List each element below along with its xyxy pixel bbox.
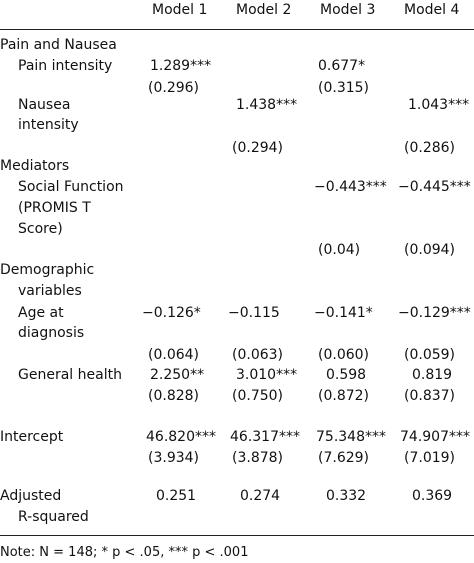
estimate: 74.907***	[400, 429, 470, 445]
standard-error: (0.828)	[148, 388, 200, 404]
column-header: Model 3	[320, 2, 376, 18]
standard-error: (0.315)	[318, 80, 370, 96]
standard-error: (3.934)	[148, 450, 200, 466]
estimate: 0.819	[412, 367, 453, 383]
row-label: Age at	[18, 305, 64, 321]
column-header: Model 1	[152, 2, 208, 18]
estimate: 1.438***	[236, 97, 298, 113]
estimate: 0.598	[326, 367, 367, 383]
column-header: Model 4	[404, 2, 460, 18]
estimate: −0.445***	[398, 179, 471, 195]
row-label: Intercept	[0, 429, 64, 445]
row-label: intensity	[18, 117, 79, 133]
row-label: General health	[18, 367, 122, 383]
standard-error: (0.060)	[318, 347, 370, 363]
estimate: 46.317***	[230, 429, 300, 445]
section-title: Pain and Nausea	[0, 37, 117, 53]
row-label: R-squared	[18, 509, 89, 525]
estimate: −0.115	[228, 305, 280, 321]
r-squared: 0.251	[156, 488, 197, 504]
standard-error: (7.019)	[404, 450, 456, 466]
standard-error: (0.294)	[232, 140, 284, 156]
table-note: Note: N = 148; * p < .05, *** p < .001	[0, 545, 249, 560]
r-squared: 0.332	[326, 488, 367, 504]
standard-error: (0.750)	[232, 388, 284, 404]
row-label: Adjusted	[0, 488, 62, 504]
standard-error: (7.629)	[318, 450, 370, 466]
standard-error: (0.094)	[404, 242, 456, 258]
r-squared: 0.369	[412, 488, 453, 504]
standard-error: (0.063)	[232, 347, 284, 363]
row-label: Nausea	[18, 97, 71, 113]
estimate: 2.250**	[150, 367, 205, 383]
standard-error: (0.04)	[318, 242, 361, 258]
standard-error: (0.296)	[148, 80, 200, 96]
row-label: (PROMIS T	[18, 200, 91, 216]
r-squared: 0.274	[240, 488, 281, 504]
section-title: variables	[18, 283, 82, 299]
estimate: 0.677*	[318, 58, 366, 74]
estimate: 75.348***	[316, 429, 386, 445]
bottom-rule	[0, 535, 474, 536]
standard-error: (3.878)	[232, 450, 284, 466]
estimate: −0.129***	[398, 305, 471, 321]
estimate: −0.141*	[314, 305, 373, 321]
estimate: 3.010***	[236, 367, 298, 383]
row-label: diagnosis	[18, 325, 85, 341]
estimate: −0.443***	[314, 179, 387, 195]
section-title: Mediators	[0, 158, 70, 174]
standard-error: (0.286)	[404, 140, 456, 156]
estimate: 46.820***	[146, 429, 216, 445]
standard-error: (0.064)	[148, 347, 200, 363]
standard-error: (0.872)	[318, 388, 370, 404]
section-title: Demographic	[0, 262, 95, 278]
standard-error: (0.837)	[404, 388, 456, 404]
column-header: Model 2	[236, 2, 292, 18]
row-label: Score)	[18, 221, 63, 237]
estimate: 1.043***	[408, 97, 470, 113]
estimate: 1.289***	[150, 58, 212, 74]
row-label: Social Function	[18, 179, 124, 195]
row-label: Pain intensity	[18, 58, 113, 74]
estimate: −0.126*	[142, 305, 201, 321]
standard-error: (0.059)	[404, 347, 456, 363]
header-rule	[0, 29, 474, 30]
